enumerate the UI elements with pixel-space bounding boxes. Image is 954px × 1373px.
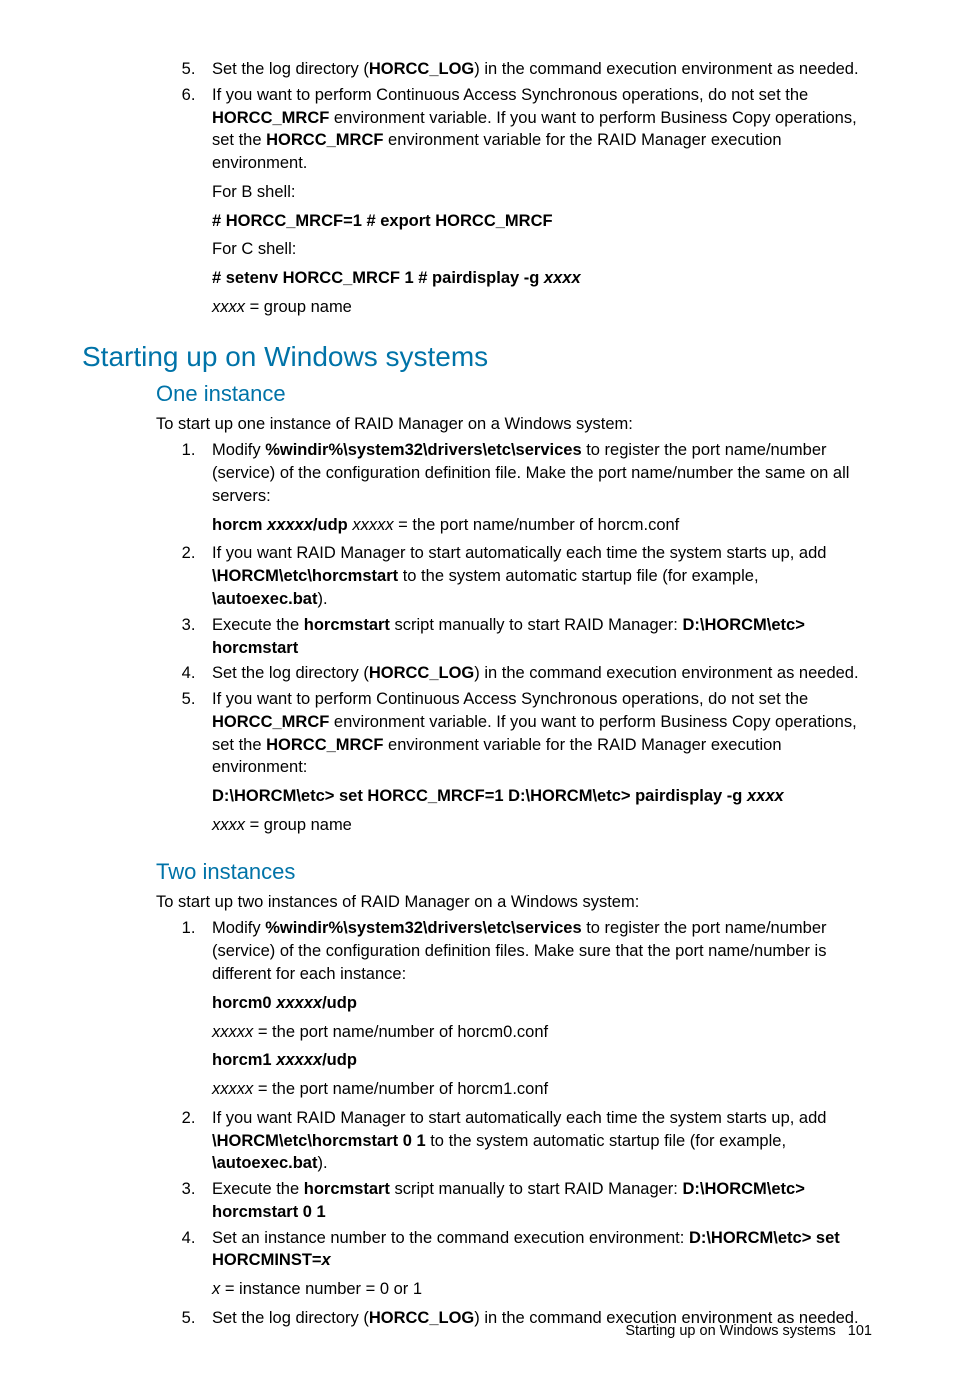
text-bold: horcm <box>212 516 267 534</box>
text-bold: HORCC_LOG <box>369 664 474 682</box>
text-bold-italic: xxxxx <box>267 516 313 534</box>
text: ). <box>317 1154 327 1172</box>
page-footer: Starting up on Windows systems 101 <box>625 1323 872 1339</box>
page-number: 101 <box>848 1323 872 1339</box>
text: Execute the <box>212 616 304 634</box>
text-bold: HORCC_LOG <box>369 1309 474 1327</box>
text: Set an instance number to the command ex… <box>212 1229 689 1247</box>
text: = the port name/number of horcm0.conf <box>253 1023 548 1041</box>
text: to the system automatic startup file (fo… <box>398 567 758 585</box>
text-italic: xxxxx <box>212 1080 253 1098</box>
intro-text: To start up two instances of RAID Manage… <box>156 891 872 914</box>
list-item: Execute the horcmstart script manually t… <box>200 614 872 660</box>
text-bold: HORCC_MRCF <box>212 713 329 731</box>
text-italic: xxxxx <box>352 516 393 534</box>
text: ) in the command execution environment a… <box>474 60 858 78</box>
text-bold: /udp <box>313 516 348 534</box>
code-line: horcm xxxxx/udp xxxxx = the port name/nu… <box>212 514 872 537</box>
text: Set the log directory ( <box>212 664 369 682</box>
text: xxxx = group name <box>212 814 872 837</box>
text: For B shell: <box>212 181 872 204</box>
text: If you want RAID Manager to start automa… <box>212 544 826 562</box>
text: = the port name/number of horcm.conf <box>394 516 680 534</box>
text: = instance number = 0 or 1 <box>220 1280 422 1298</box>
section-heading: Starting up on Windows systems <box>82 341 872 373</box>
text-bold: \HORCM\etc\horcmstart 0 1 <box>212 1132 426 1150</box>
text-bold: HORCC_MRCF <box>266 736 383 754</box>
code-line: # HORCC_MRCF=1 # export HORCC_MRCF <box>212 210 872 233</box>
subsection-heading: One instance <box>156 381 872 407</box>
text: Execute the <box>212 1180 304 1198</box>
text: ) in the command execution environment a… <box>474 664 858 682</box>
list-item: If you want RAID Manager to start automa… <box>200 1107 872 1175</box>
list-item: Modify %windir%\system32\drivers\etc\ser… <box>200 439 872 536</box>
code-line: horcm1 xxxxx/udp <box>212 1049 872 1072</box>
footer-text: Starting up on Windows systems <box>625 1323 835 1339</box>
text-bold: # setenv HORCC_MRCF 1 # pairdisplay -g <box>212 269 544 287</box>
text-italic: xxxx <box>212 298 245 316</box>
text-bold: %windir%\system32\drivers\etc\services <box>265 441 581 459</box>
text: = group name <box>245 298 352 316</box>
text: script manually to start RAID Manager: <box>390 1180 683 1198</box>
list-item: Set the log directory (HORCC_LOG) in the… <box>200 662 872 685</box>
page: Set the log directory (HORCC_LOG) in the… <box>0 0 954 1373</box>
text: x = instance number = 0 or 1 <box>212 1278 872 1301</box>
one-instance-list: Modify %windir%\system32\drivers\etc\ser… <box>82 439 872 836</box>
text: script manually to start RAID Manager: <box>390 616 683 634</box>
text-bold: /udp <box>322 1051 357 1069</box>
text: = the port name/number of horcm1.conf <box>253 1080 548 1098</box>
list-item: Set the log directory (HORCC_LOG) in the… <box>200 58 872 81</box>
text-italic: x <box>212 1280 220 1298</box>
text: ). <box>317 590 327 608</box>
text-bold: \autoexec.bat <box>212 590 317 608</box>
text: If you want to perform Continuous Access… <box>212 690 808 708</box>
text: Modify <box>212 441 265 459</box>
text: to the system automatic startup file (fo… <box>426 1132 786 1150</box>
text-bold-italic: xxxx <box>544 269 581 287</box>
text-bold: horcm1 <box>212 1051 276 1069</box>
text: If you want RAID Manager to start automa… <box>212 1109 826 1127</box>
text-bold: /udp <box>322 994 357 1012</box>
list-item: If you want RAID Manager to start automa… <box>200 542 872 610</box>
text-bold-italic: xxxxx <box>276 1051 322 1069</box>
top-ordered-list: Set the log directory (HORCC_LOG) in the… <box>82 58 872 319</box>
text-bold: HORCC_LOG <box>369 60 474 78</box>
text-bold: HORCC_MRCF <box>266 131 383 149</box>
list-item: If you want to perform Continuous Access… <box>200 688 872 837</box>
text-italic: xxxxx <box>212 1023 253 1041</box>
list-item: Execute the horcmstart script manually t… <box>200 1178 872 1224</box>
text: = group name <box>245 816 352 834</box>
text: Set the log directory ( <box>212 1309 369 1327</box>
text-italic: xxxx <box>212 816 245 834</box>
text: xxxxx = the port name/number of horcm0.c… <box>212 1021 872 1044</box>
code-line: # setenv HORCC_MRCF 1 # pairdisplay -g x… <box>212 267 872 290</box>
text-bold: \HORCM\etc\horcmstart <box>212 567 398 585</box>
subsection-heading: Two instances <box>156 859 872 885</box>
text-bold-italic: xxxx <box>747 787 784 805</box>
text-bold: horcm0 <box>212 994 276 1012</box>
text-bold: horcmstart <box>304 1180 390 1198</box>
list-item: Set an instance number to the command ex… <box>200 1227 872 1301</box>
code-line: D:\HORCM\etc> set HORCC_MRCF=1 D:\HORCM\… <box>212 785 872 808</box>
list-item: Modify %windir%\system32\drivers\etc\ser… <box>200 917 872 1100</box>
text: xxxxx = the port name/number of horcm1.c… <box>212 1078 872 1101</box>
intro-text: To start up one instance of RAID Manager… <box>156 413 872 436</box>
text: xxxx = group name <box>212 296 872 319</box>
text: Set the log directory ( <box>212 60 369 78</box>
text-bold: %windir%\system32\drivers\etc\services <box>265 919 581 937</box>
text-bold-italic: xxxxx <box>276 994 322 1012</box>
text: For C shell: <box>212 238 872 261</box>
code-line: horcm0 xxxxx/udp <box>212 992 872 1015</box>
text-bold: D:\HORCM\etc> set HORCC_MRCF=1 D:\HORCM\… <box>212 787 747 805</box>
text: Modify <box>212 919 265 937</box>
text-bold: \autoexec.bat <box>212 1154 317 1172</box>
list-item: If you want to perform Continuous Access… <box>200 84 872 319</box>
two-instances-list: Modify %windir%\system32\drivers\etc\ser… <box>82 917 872 1329</box>
text-bold: HORCC_MRCF <box>212 109 329 127</box>
text: If you want to perform Continuous Access… <box>212 86 808 104</box>
text-bold: horcmstart <box>304 616 390 634</box>
text-bold-italic: x <box>322 1251 331 1269</box>
